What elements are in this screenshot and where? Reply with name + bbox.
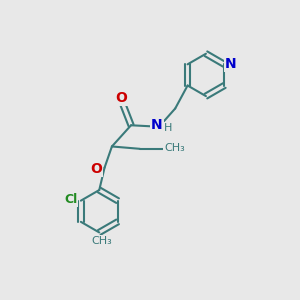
Text: Cl: Cl xyxy=(64,193,77,206)
Text: O: O xyxy=(116,91,127,105)
Text: O: O xyxy=(90,162,102,176)
Text: CH₃: CH₃ xyxy=(92,236,112,246)
Text: CH₃: CH₃ xyxy=(164,143,185,153)
Text: H: H xyxy=(164,123,172,133)
Text: N: N xyxy=(225,57,237,71)
Text: N: N xyxy=(151,118,163,132)
